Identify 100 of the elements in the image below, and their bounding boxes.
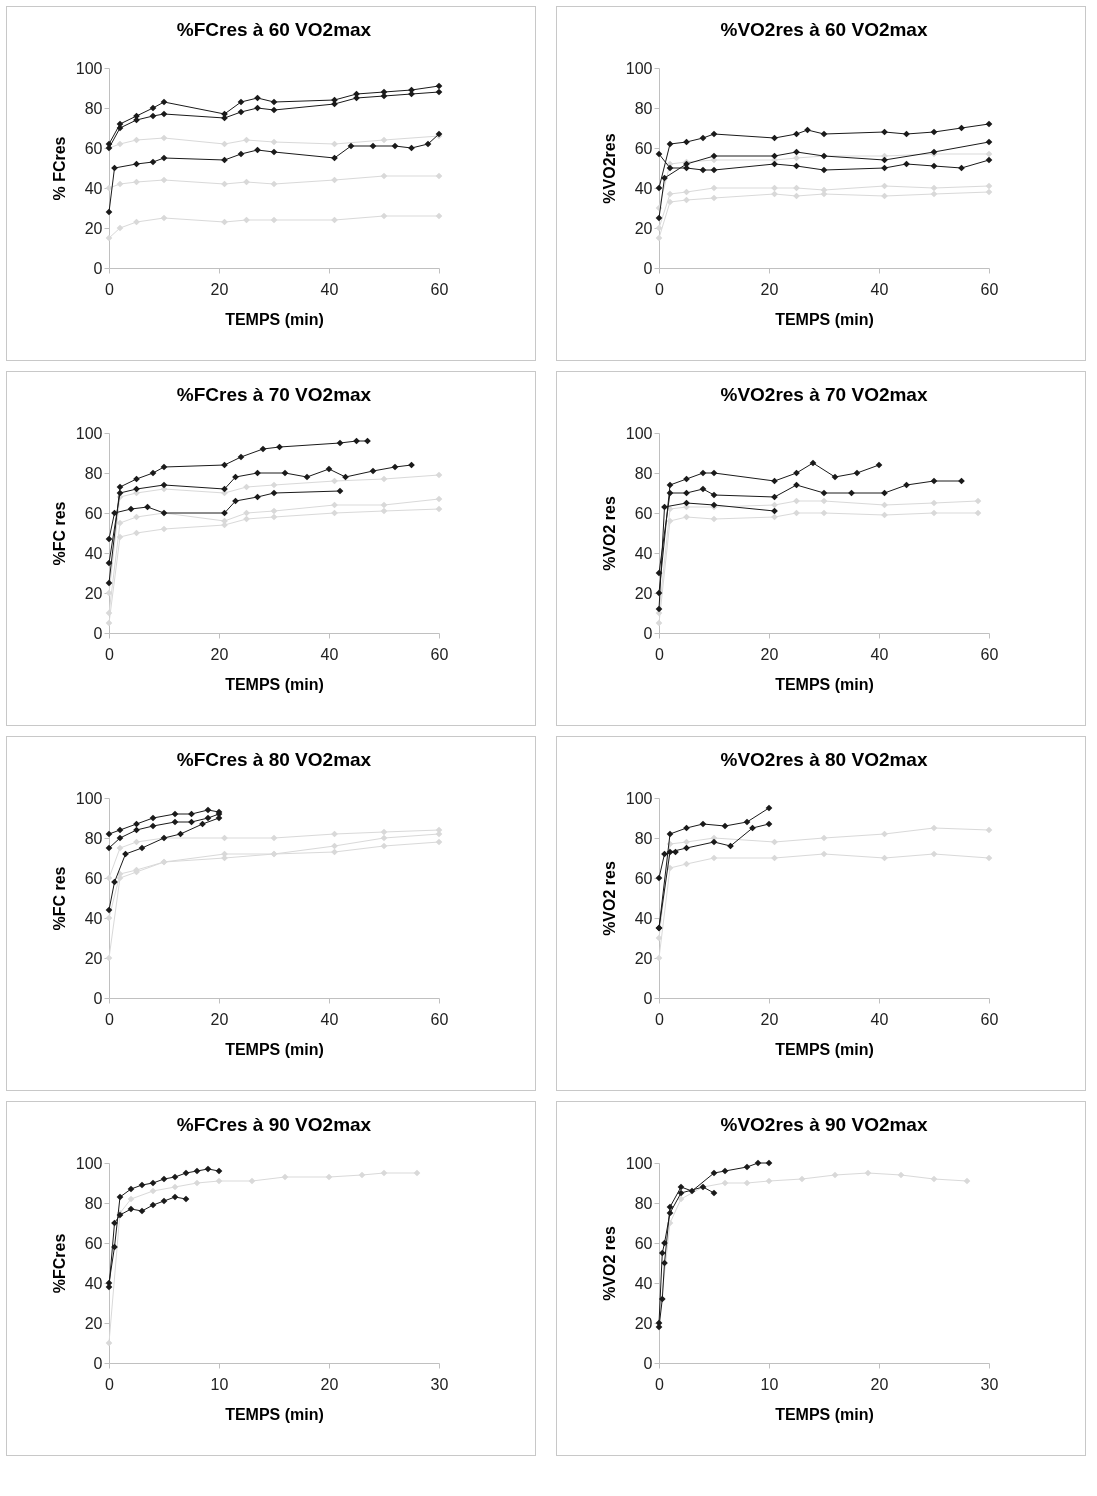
y-tick-label: 100	[625, 1154, 653, 1172]
y-tick-label: 60	[634, 1234, 653, 1252]
x-tick-label: 0	[655, 1375, 665, 1393]
y-axis-title: %VO2res	[600, 133, 618, 204]
y-tick-label: 0	[643, 259, 653, 277]
y-tick-label: 60	[634, 504, 653, 522]
x-tick-label: 0	[105, 280, 115, 298]
x-tick-label: 40	[320, 645, 339, 663]
y-tick-label: 0	[93, 259, 103, 277]
x-tick-label: 20	[210, 645, 229, 663]
y-tick-label: 100	[75, 789, 103, 807]
y-tick-label: 40	[634, 909, 653, 927]
y-tick-label: 40	[84, 909, 103, 927]
x-axis-title: TEMPS (min)	[775, 310, 874, 328]
y-tick-label: 60	[84, 139, 103, 157]
y-tick-label: 60	[84, 504, 103, 522]
y-tick-label: 40	[634, 544, 653, 562]
y-tick-label: 80	[634, 829, 653, 847]
x-tick-label: 40	[320, 1010, 339, 1028]
y-tick-label: 40	[84, 544, 103, 562]
x-tick-label: 20	[320, 1375, 339, 1393]
chart-title: %FCres à 70 VO2max	[176, 384, 372, 405]
y-tick-label: 100	[625, 59, 653, 77]
y-tick-label: 20	[84, 219, 103, 237]
x-tick-label: 60	[980, 645, 999, 663]
y-tick-label: 60	[634, 139, 653, 157]
y-tick-label: 0	[643, 1354, 653, 1372]
y-tick-label: 80	[84, 464, 103, 482]
x-tick-label: 20	[210, 280, 229, 298]
chart-title: %VO2res à 70 VO2max	[720, 384, 928, 405]
y-axis-title: %FC res	[50, 866, 68, 931]
x-axis-title: TEMPS (min)	[225, 675, 324, 693]
x-axis-title: TEMPS (min)	[225, 1040, 324, 1058]
y-axis-title: %VO2 res	[600, 861, 618, 936]
y-tick-label: 40	[84, 1274, 103, 1292]
y-tick-label: 80	[84, 829, 103, 847]
x-tick-label: 40	[870, 280, 889, 298]
x-tick-label: 40	[870, 645, 889, 663]
y-tick-label: 20	[634, 219, 653, 237]
chart-title: %FCres à 60 VO2max	[176, 19, 372, 40]
y-tick-label: 0	[93, 989, 103, 1007]
x-tick-label: 0	[655, 645, 665, 663]
y-tick-label: 80	[634, 1194, 653, 1212]
y-tick-label: 20	[84, 949, 103, 967]
y-tick-label: 100	[625, 424, 653, 442]
x-tick-label: 20	[760, 1010, 779, 1028]
x-tick-label: 30	[430, 1375, 449, 1393]
y-tick-label: 80	[84, 1194, 103, 1212]
y-tick-label: 100	[75, 1154, 103, 1172]
y-tick-label: 40	[634, 179, 653, 197]
y-tick-label: 20	[634, 949, 653, 967]
y-tick-label: 100	[75, 59, 103, 77]
chart-title: %FCres à 80 VO2max	[176, 749, 372, 770]
chart-title: %VO2res à 90 VO2max	[720, 1114, 928, 1135]
y-tick-label: 0	[643, 624, 653, 642]
y-axis-title: %FC res	[50, 501, 68, 566]
x-tick-label: 0	[655, 280, 665, 298]
chart-title: %FCres à 90 VO2max	[176, 1114, 372, 1135]
y-tick-label: 80	[634, 464, 653, 482]
y-tick-label: 100	[75, 424, 103, 442]
y-tick-label: 80	[84, 99, 103, 117]
chart-title: %VO2res à 60 VO2max	[720, 19, 928, 40]
y-tick-label: 60	[84, 869, 103, 887]
y-tick-label: 20	[84, 584, 103, 602]
y-tick-label: 20	[634, 584, 653, 602]
x-tick-label: 20	[210, 1010, 229, 1028]
y-tick-label: 20	[634, 1314, 653, 1332]
y-axis-title: %FCres	[50, 1233, 68, 1294]
x-tick-label: 10	[760, 1375, 779, 1393]
y-tick-label: 40	[84, 179, 103, 197]
y-tick-label: 0	[93, 624, 103, 642]
x-tick-label: 30	[980, 1375, 999, 1393]
y-tick-label: 0	[93, 1354, 103, 1372]
x-tick-label: 40	[870, 1010, 889, 1028]
y-tick-label: 60	[84, 1234, 103, 1252]
x-axis-title: TEMPS (min)	[775, 1040, 874, 1058]
chart-title: %VO2res à 80 VO2max	[720, 749, 928, 770]
x-tick-label: 0	[105, 1375, 115, 1393]
x-tick-label: 60	[980, 1010, 999, 1028]
x-tick-label: 0	[105, 1010, 115, 1028]
x-tick-label: 10	[210, 1375, 229, 1393]
x-tick-label: 0	[105, 645, 115, 663]
y-tick-label: 20	[84, 1314, 103, 1332]
x-tick-label: 20	[870, 1375, 889, 1393]
y-tick-label: 0	[643, 989, 653, 1007]
x-tick-label: 60	[430, 645, 449, 663]
x-axis-title: TEMPS (min)	[225, 1405, 324, 1423]
y-tick-label: 80	[634, 99, 653, 117]
y-axis-title: % FCres	[50, 136, 68, 201]
y-axis-title: %VO2 res	[600, 496, 618, 571]
y-tick-label: 60	[634, 869, 653, 887]
x-tick-label: 0	[655, 1010, 665, 1028]
x-tick-label: 60	[980, 280, 999, 298]
y-tick-label: 40	[634, 1274, 653, 1292]
x-tick-label: 60	[430, 280, 449, 298]
x-axis-title: TEMPS (min)	[775, 1405, 874, 1423]
x-tick-label: 60	[430, 1010, 449, 1028]
x-tick-label: 40	[320, 280, 339, 298]
y-axis-title: %VO2 res	[600, 1226, 618, 1301]
x-tick-label: 20	[760, 280, 779, 298]
